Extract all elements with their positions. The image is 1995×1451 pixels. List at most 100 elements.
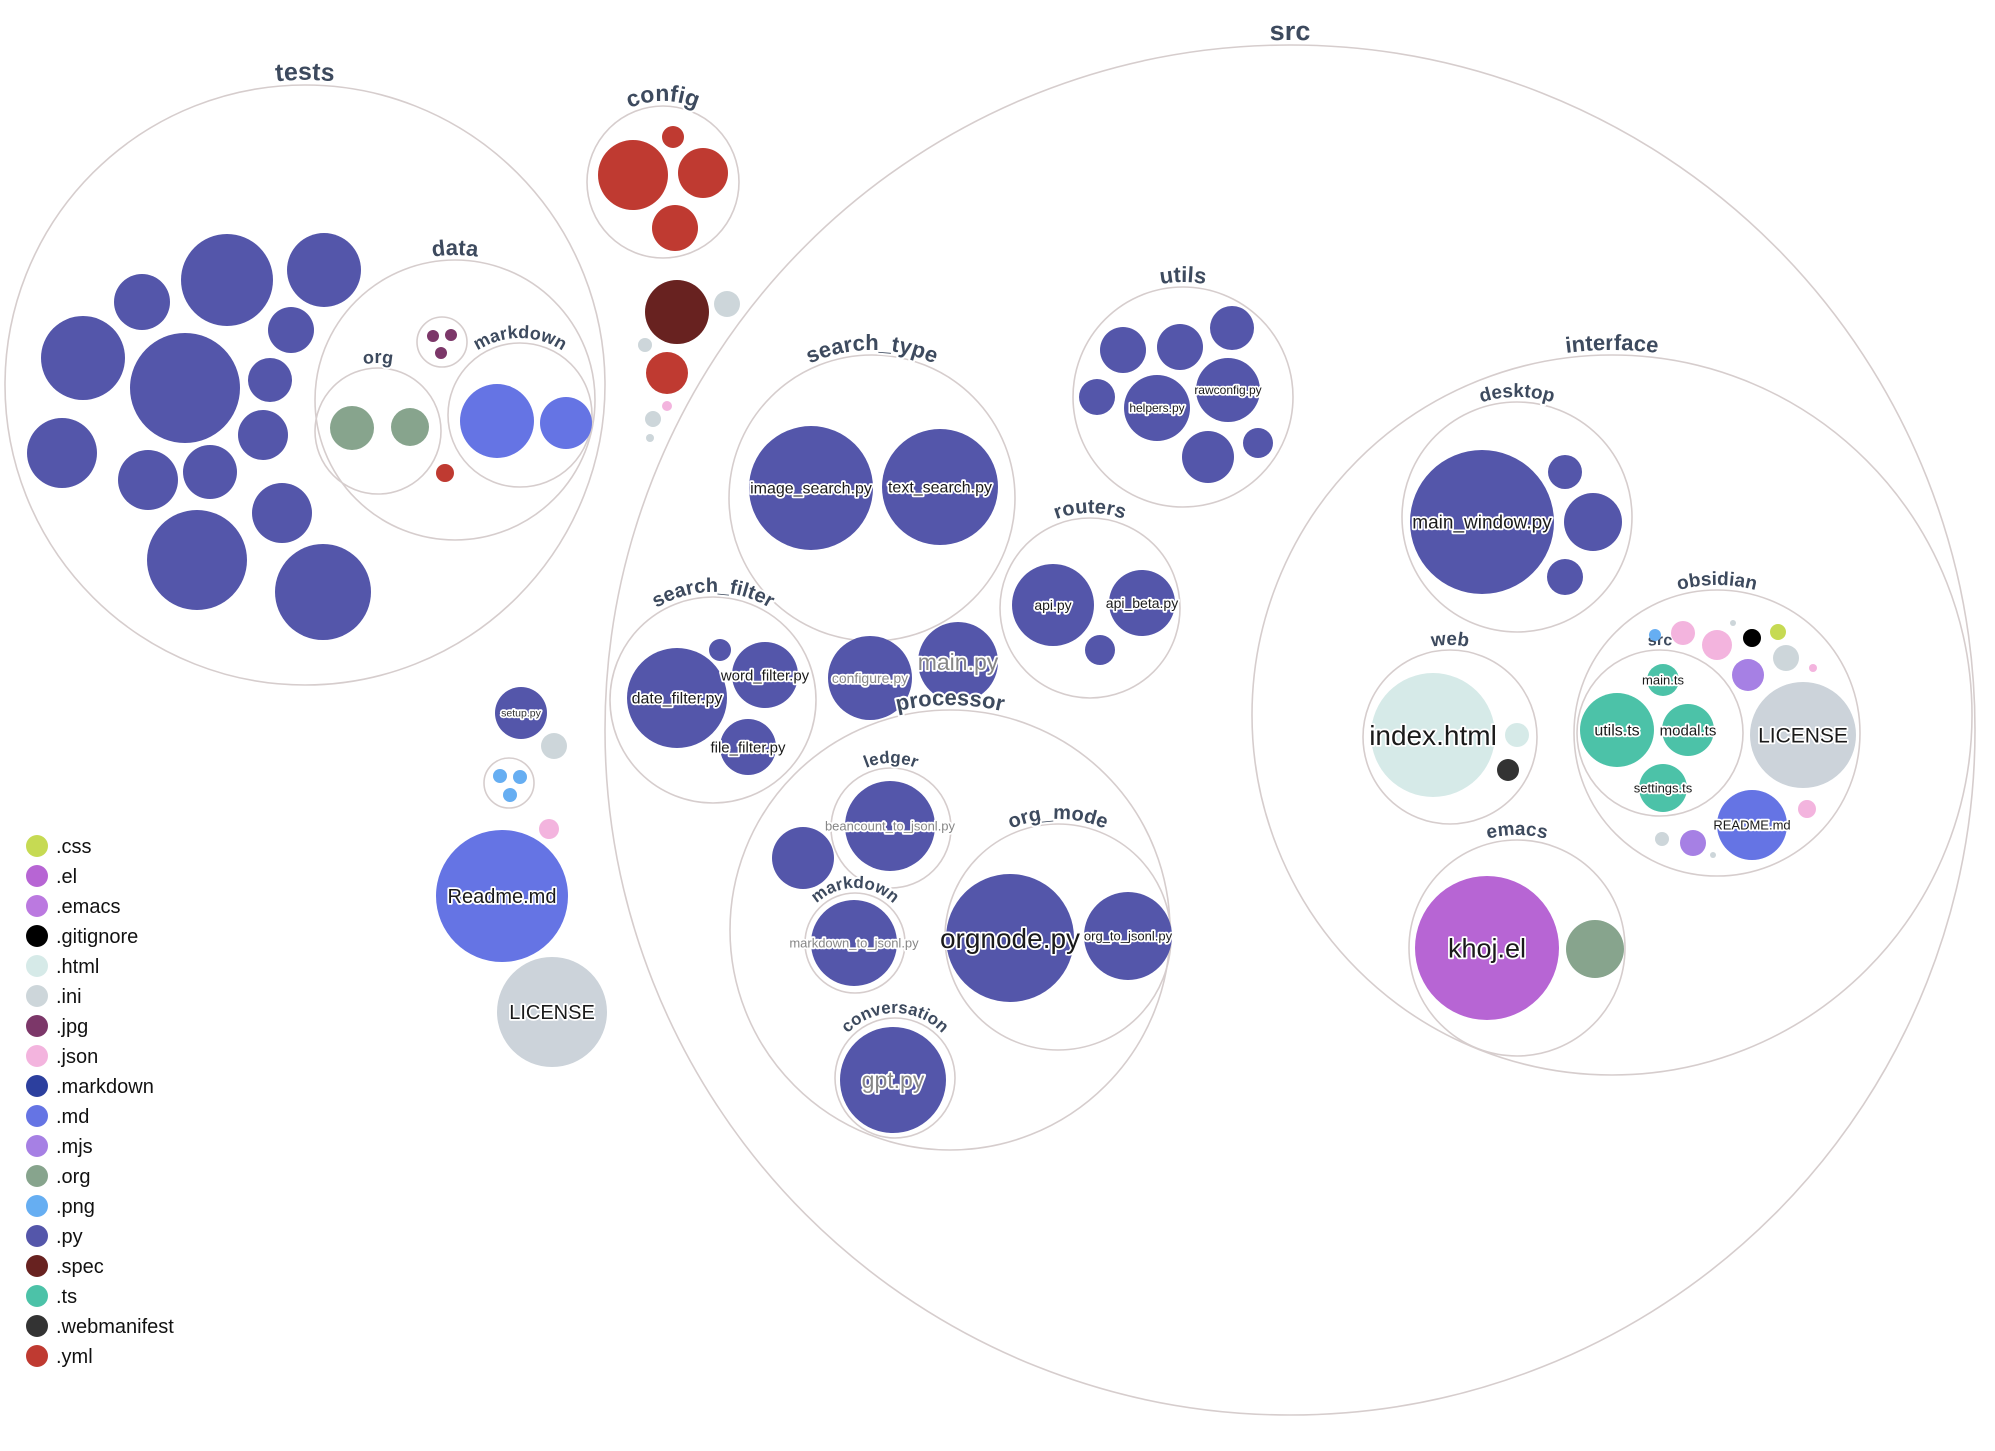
folder-desktop-circle: [1401, 401, 1633, 633]
file-py-circle: [1547, 559, 1583, 595]
file-beancount_to_jsonl.py-circle: [845, 781, 935, 871]
folder-routers-circle: [999, 517, 1181, 699]
file-md-circle: [540, 397, 592, 449]
file-README.md-circle: [1717, 790, 1787, 860]
file-yml-circle: [646, 352, 688, 394]
folder-web-label: web: [1429, 629, 1471, 652]
file-modal.ts-label: modal.ts: [1660, 722, 1717, 739]
file-modal.ts-circle: [1662, 704, 1714, 756]
file-mjs-circle: [1680, 830, 1706, 856]
folder-unnamed-circle: [416, 316, 468, 368]
file-png-circle: [1649, 629, 1661, 641]
folder-utils-label: utils: [1158, 262, 1208, 289]
file-jpg-circle: [427, 330, 439, 342]
folder-tests-circle: [4, 84, 606, 686]
file-khoj.el-circle: [1415, 876, 1559, 1020]
file-py-circle: [183, 445, 237, 499]
folder-org-label: org: [362, 347, 395, 368]
file-ini-circle: [1773, 645, 1799, 671]
legend-label-gitignore: .gitignore: [56, 926, 138, 948]
file-py-circle: [252, 483, 312, 543]
file-beancount_to_jsonl.py-label: beancount_to_jsonl.py: [825, 819, 956, 834]
file-orgnode.py-circle: [946, 874, 1074, 1002]
folder-processor-label: processor: [893, 685, 1007, 716]
file-html-circle: [1505, 723, 1529, 747]
file-api_beta.py-label: api_beta.py: [1106, 595, 1178, 611]
file-json-circle: [662, 401, 672, 411]
file-py-circle: [27, 418, 97, 488]
file-README.md-label: README.md: [1713, 818, 1790, 833]
file-org-circle: [330, 406, 374, 450]
file-ini-circle: [1710, 852, 1716, 858]
legend-label-emacs: .emacs: [56, 896, 120, 918]
file-date_filter.py-label: date_filter.py: [632, 691, 723, 708]
file-py-circle: [1085, 635, 1115, 665]
folder-src-circle: [1576, 649, 1744, 817]
file-helpers.py-label: helpers.py: [1129, 401, 1184, 415]
folder-data-label: data: [430, 235, 480, 262]
file-org-circle: [1566, 920, 1624, 978]
file-configure.py-label: configure.py: [832, 670, 908, 686]
file-LICENSE-circle: [1750, 682, 1856, 788]
file-file_filter.py-circle: [720, 719, 776, 775]
folder-config-label: config: [622, 80, 703, 113]
file-LICENSE-label: LICENSE: [1758, 724, 1848, 747]
folder-conversation-circle: [834, 1017, 956, 1139]
file-py-circle: [1157, 324, 1203, 370]
folder-emacs-label: emacs: [1484, 819, 1549, 844]
folder-search_filter-circle: [609, 596, 817, 804]
legend-label-webmanifest: .webmanifest: [56, 1316, 174, 1338]
legend: .css .el .emacs .gitignore .html .ini .jpg .jso…: [26, 835, 174, 1368]
legend-label-el: .el: [56, 866, 77, 888]
file-file_filter.py-label: file_filter.py: [710, 739, 786, 756]
file-configure.py-circle: [828, 636, 912, 720]
file-jpg-circle: [445, 329, 457, 341]
file-utils.ts-circle: [1580, 693, 1654, 767]
file-settings.ts-circle: [1639, 764, 1687, 812]
file-ini-circle: [714, 291, 740, 317]
file-markdown_to_jsonl.py-circle: [811, 900, 897, 986]
file-json-circle: [539, 819, 559, 839]
file-py-circle: [118, 450, 178, 510]
file-main.py-label: main.py: [918, 649, 999, 675]
file-index.html-circle: [1371, 673, 1495, 797]
file-png-circle: [513, 770, 527, 784]
file-css-circle: [1770, 624, 1786, 640]
file-image_search.py-circle: [749, 426, 873, 550]
file-py-circle: [130, 333, 240, 443]
folder-utils-circle: [1072, 286, 1294, 508]
file-orgnode.py-label: orgnode.py: [940, 923, 1080, 954]
file-word_filter.py-circle: [732, 642, 798, 708]
file-yml-circle: [436, 464, 454, 482]
legend-swatch-html-icon: [26, 955, 48, 977]
file-py-circle: [1548, 455, 1582, 489]
file-py-circle: [1564, 493, 1622, 551]
file-py-circle: [1243, 428, 1273, 458]
file-yml-circle: [662, 126, 684, 148]
folder-org-circle: [314, 367, 442, 495]
file-date_filter.py-circle: [627, 648, 727, 748]
legend-label-py: .py: [56, 1226, 83, 1248]
folder-markdown-circle: [447, 342, 593, 488]
file-utils.ts-label: utils.ts: [1594, 723, 1639, 740]
legend-label-css: .css: [56, 836, 92, 858]
legend-swatch-markdown-icon: [26, 1075, 48, 1097]
file-ini-circle: [638, 338, 652, 352]
file-LICENSE-label: LICENSE: [509, 1002, 595, 1024]
file-ini-circle: [541, 733, 567, 759]
file-ini-circle: [645, 411, 661, 427]
file-jpg-circle: [435, 347, 447, 359]
file-Readme.md-circle: [436, 830, 568, 962]
file-py-circle: [181, 234, 273, 326]
file-api.py-circle: [1012, 564, 1094, 646]
file-org-circle: [391, 408, 429, 446]
legend-swatch-spec-icon: [26, 1255, 48, 1277]
file-gpt.py-circle: [840, 1027, 946, 1133]
folder-config-circle: [586, 105, 740, 259]
legend-label-spec: .spec: [56, 1256, 104, 1278]
file-ini-circle: [1655, 832, 1669, 846]
folder-interface-label: interface: [1564, 330, 1660, 358]
file-webmanifest-circle: [1497, 759, 1519, 781]
file-py-circle: [275, 544, 371, 640]
file-py-circle: [238, 410, 288, 460]
